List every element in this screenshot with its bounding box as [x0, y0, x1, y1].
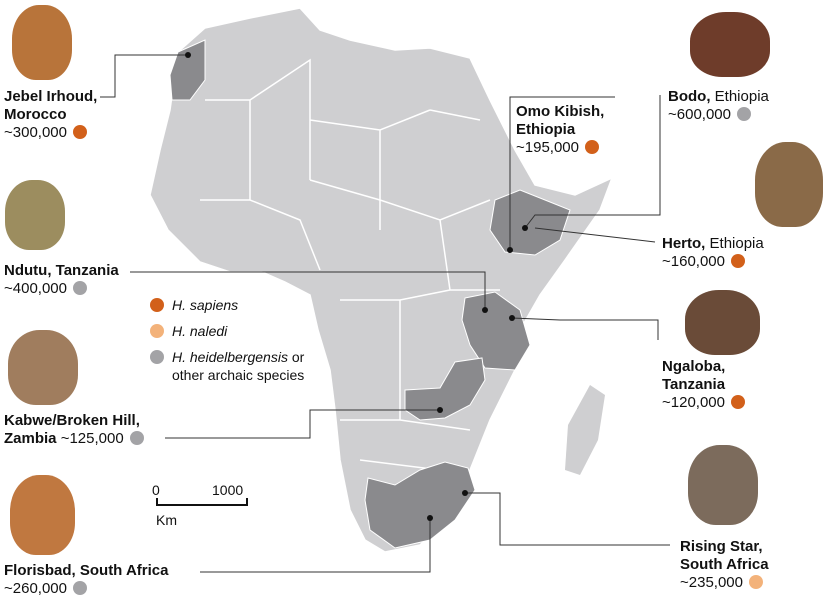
- species-dot: [584, 140, 599, 154]
- skull-image-florisbad: [10, 475, 75, 555]
- region-zambia: [404, 357, 486, 421]
- species-dot: [72, 581, 87, 595]
- site-label-herto: Herto, Ethiopia ~160,000: [662, 235, 764, 270]
- site-label-bodo: Bodo, Ethiopia ~600,000: [668, 88, 769, 123]
- site-label-florisbad: Florisbad, South Africa ~260,000: [4, 562, 169, 597]
- legend: H. sapiens H. naledi H. heidelbergensis …: [150, 296, 322, 392]
- species-dot: [730, 254, 745, 268]
- country-borders: [200, 58, 500, 471]
- skull-image-rising-star: [688, 445, 758, 525]
- species-dot: [736, 107, 751, 121]
- legend-item-naledi: H. naledi: [150, 322, 322, 340]
- skull-image-jebel-irhoud: [12, 5, 72, 80]
- africa-landmass: [149, 7, 614, 553]
- madagascar: [565, 385, 605, 475]
- species-dot: [730, 395, 745, 409]
- skull-image-herto: [755, 142, 823, 227]
- leader-lines: [100, 54, 670, 573]
- site-label-kabwe: Kabwe/Broken Hill, Zambia ~125,000: [4, 412, 144, 448]
- region-south-africa: [364, 461, 476, 549]
- site-label-rising-star: Rising Star, South Africa ~235,000: [680, 538, 769, 591]
- site-label-ngaloba: Ngaloba, Tanzania ~120,000: [662, 358, 745, 412]
- species-dot: [129, 431, 144, 445]
- site-label-jebel-irhoud: Jebel Irhoud, Morocco ~300,000: [4, 88, 98, 141]
- site-label-omo-kibish: Omo Kibish, Ethiopia ~195,000: [516, 103, 605, 156]
- site-label-ndutu: Ndutu, Tanzania ~400,000: [4, 262, 119, 297]
- site-markers: [185, 52, 528, 521]
- skull-image-kabwe: [8, 330, 78, 405]
- skull-image-ngaloba: [685, 290, 760, 355]
- skull-image-ndutu: [5, 180, 65, 250]
- legend-item-archaic: H. heidelbergensis or other archaic spec…: [150, 348, 322, 384]
- species-dot: [72, 125, 87, 139]
- species-dot: [748, 575, 763, 589]
- legend-item-sapiens: H. sapiens: [150, 296, 322, 314]
- region-tanzania: [461, 291, 531, 371]
- skull-image-bodo: [690, 12, 770, 77]
- species-dot: [72, 281, 87, 295]
